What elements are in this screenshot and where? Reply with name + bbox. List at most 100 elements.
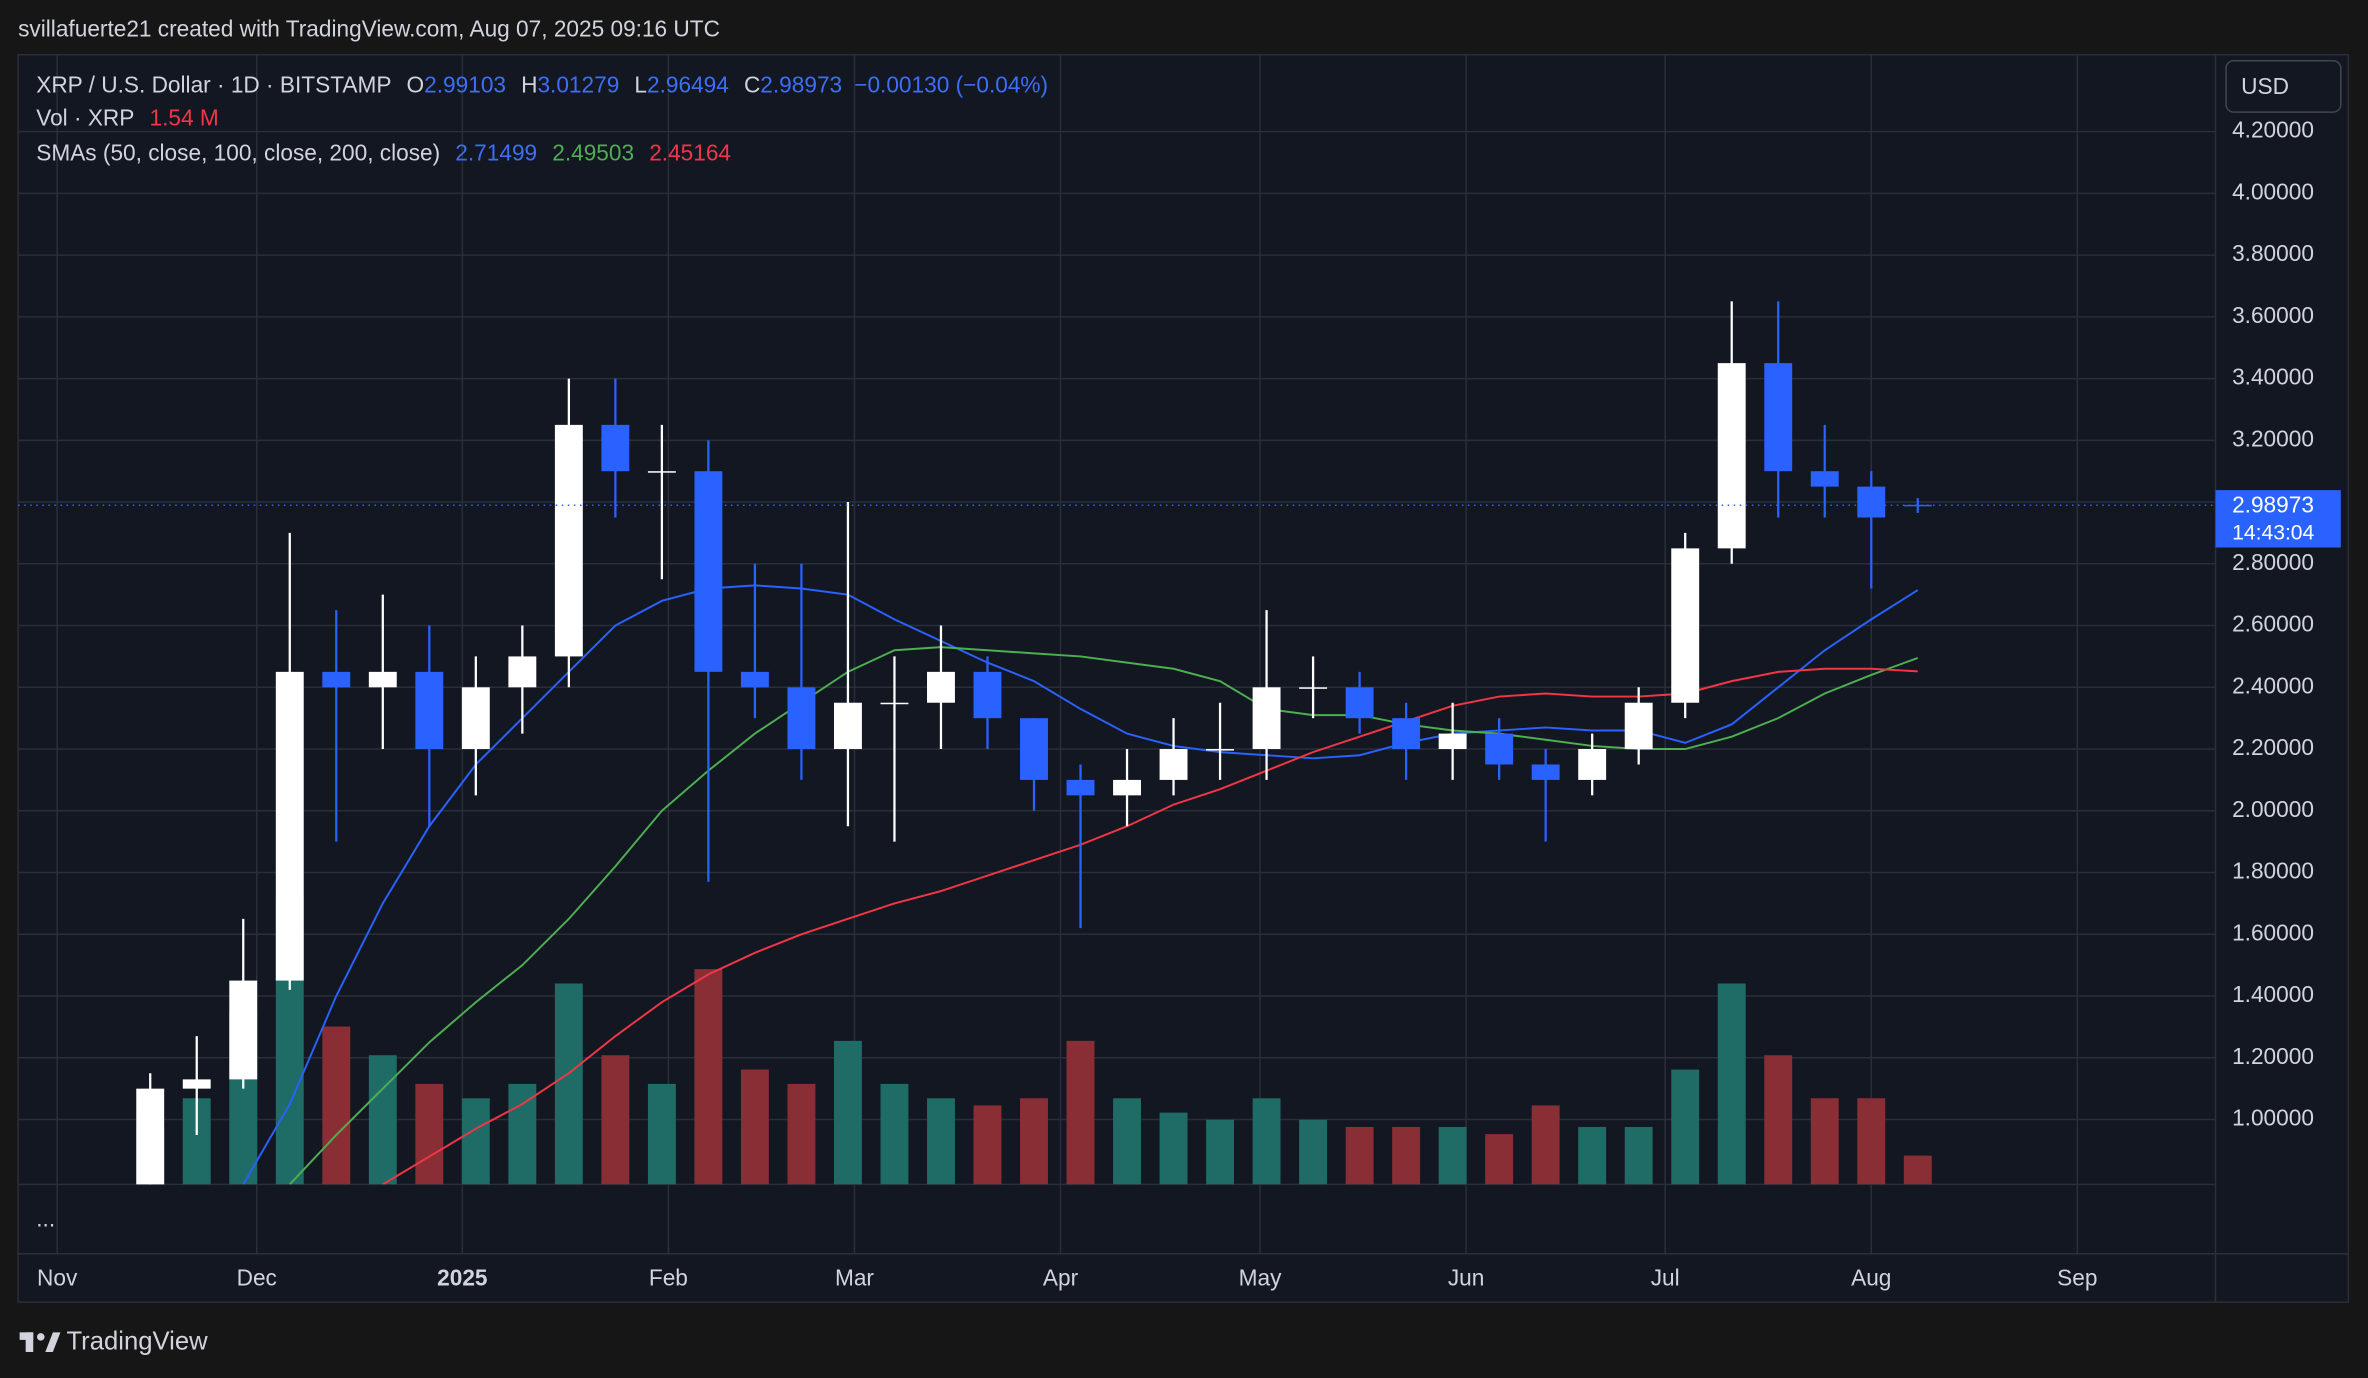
y-tick-label: 3.20000 <box>2232 425 2314 451</box>
candles <box>136 301 1932 1185</box>
y-tick-label: 1.40000 <box>2232 981 2314 1007</box>
volume-bar <box>1578 1126 1607 1185</box>
volume-bar <box>1066 1040 1095 1185</box>
candle-body <box>1857 486 1886 518</box>
legend-main: XRP / U.S. Dollar · 1D · BITSTAMP O2.9910… <box>36 71 1048 97</box>
volume-bar <box>1531 1105 1560 1185</box>
volume-bar <box>1299 1119 1328 1185</box>
volume-bar <box>1903 1155 1932 1185</box>
volume-bar <box>1252 1098 1281 1185</box>
l-value: 2.96494 <box>647 71 729 97</box>
volume-bar <box>787 1083 816 1185</box>
header: svillafuerte21 created with TradingView.… <box>18 16 720 42</box>
volume-bar <box>740 1069 769 1185</box>
y-tick-label: 2.40000 <box>2232 672 2314 698</box>
candle-body <box>1392 718 1421 750</box>
y-tick-label: 1.20000 <box>2232 1043 2314 1069</box>
volume-bar <box>1671 1069 1700 1185</box>
volume-bar <box>1392 1126 1421 1185</box>
candle-body <box>275 671 304 981</box>
candle-body <box>508 656 537 688</box>
legend-sma: SMAs (50, close, 100, close, 200, close)… <box>36 139 731 165</box>
currency-button[interactable] <box>2225 60 2342 113</box>
price-tag <box>2215 490 2341 548</box>
candle-body <box>1810 471 1839 487</box>
candle-body <box>136 1088 165 1185</box>
x-tick-label: Nov <box>37 1264 78 1290</box>
candle-body <box>554 424 583 657</box>
volume-bar <box>647 1083 676 1185</box>
candle-body <box>1252 687 1281 750</box>
y-tick-label: 1.60000 <box>2232 919 2314 945</box>
y-tick-label: 3.60000 <box>2232 302 2314 328</box>
y-tick-label: 4.20000 <box>2232 117 2314 143</box>
volume-bar <box>1810 1098 1839 1185</box>
volume-bar <box>322 1026 351 1185</box>
volume-bar <box>1624 1126 1653 1185</box>
candle-body <box>1345 687 1374 719</box>
legend-volume: Vol · XRP 1.54 M <box>36 105 218 131</box>
volume-bar <box>508 1083 537 1185</box>
chart-frame <box>17 53 2350 1303</box>
c-label: C <box>744 71 760 97</box>
candle-body <box>1903 504 1932 507</box>
h-label: H <box>521 71 537 97</box>
y-tick-label: 4.00000 <box>2232 178 2314 204</box>
sma-line <box>382 667 1918 1185</box>
y-tick-label: 3.80000 <box>2232 240 2314 266</box>
volume-bar <box>1206 1119 1235 1185</box>
sma-label: SMAs (50, close, 100, close, 200, close) <box>36 139 440 165</box>
o-value: 2.99103 <box>424 71 506 97</box>
volume-bar <box>694 969 723 1185</box>
volume-value: 1.54 M <box>150 105 219 131</box>
candle-body <box>1531 764 1560 780</box>
candle-body <box>880 702 909 705</box>
candle-body <box>1671 548 1700 703</box>
volume-bar <box>1345 1126 1374 1185</box>
x-tick-label: Aug <box>1851 1264 1891 1290</box>
price-tag-countdown: 14:43:04 <box>2232 522 2314 545</box>
candle-body <box>1717 363 1746 549</box>
volume-bar <box>1020 1098 1048 1185</box>
candle-body <box>415 671 444 750</box>
x-tick-label: Apr <box>1043 1264 1079 1290</box>
volume-bar <box>1717 983 1746 1185</box>
candle-body <box>833 702 862 750</box>
symbol: XRP / U.S. Dollar · 1D · BITSTAMP <box>36 71 391 97</box>
y-tick-label: 1.80000 <box>2232 858 2314 884</box>
y-tick-label: 2.20000 <box>2232 734 2314 760</box>
candle-body <box>1578 749 1607 780</box>
price-tag-value: 2.98973 <box>2232 492 2314 518</box>
volume-bar <box>833 1040 862 1185</box>
volume-bar <box>461 1098 490 1185</box>
candle-body <box>182 1079 211 1089</box>
volume-bar <box>880 1083 909 1185</box>
candle-body <box>973 671 1002 719</box>
sma-value: 2.49503 <box>552 139 634 165</box>
grid <box>18 54 2216 1254</box>
y-tick-label: 3.40000 <box>2232 364 2314 390</box>
volume-bar <box>927 1098 955 1185</box>
candle-body <box>1066 779 1095 796</box>
pane-menu[interactable]: ... <box>36 1206 55 1232</box>
candle-body <box>368 671 397 688</box>
y-tick-label: 2.60000 <box>2232 611 2314 637</box>
x-tick-label: Mar <box>835 1264 874 1290</box>
x-tick-label: Jun <box>1448 1264 1485 1290</box>
volume-bar <box>1485 1134 1514 1185</box>
y-tick-label: 1.00000 <box>2232 1104 2314 1130</box>
candle-body <box>1206 749 1235 751</box>
candle-body <box>1299 687 1328 689</box>
candle-body <box>461 687 490 750</box>
footer-brand: TradingView <box>66 1328 208 1356</box>
h-value: 3.01279 <box>537 71 619 97</box>
logo <box>19 1332 61 1352</box>
candle-body <box>229 980 258 1080</box>
currency[interactable]: USD <box>2241 73 2289 99</box>
volume-bar <box>554 983 583 1185</box>
volume-bar <box>415 1083 444 1185</box>
y-tick-label: 2.00000 <box>2232 796 2314 822</box>
x-tick-label: Dec <box>237 1264 277 1290</box>
axes: 1.00000 1.20000 1.40000 1.60000 1.80000 2.000… <box>18 117 2341 1290</box>
